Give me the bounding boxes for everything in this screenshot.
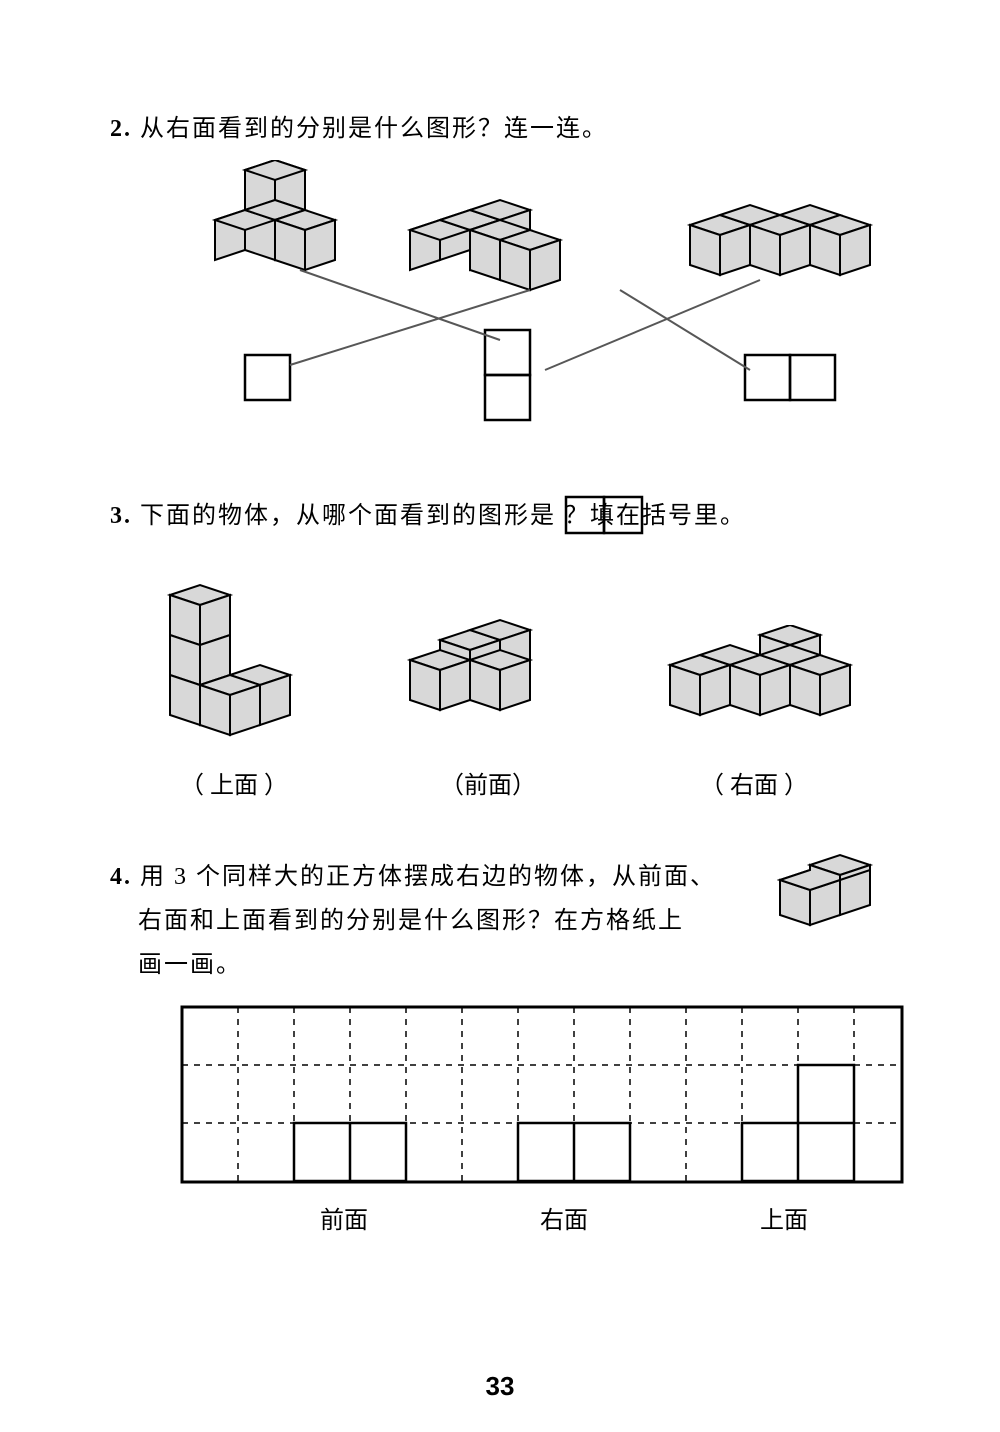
q2-connection-lines [0, 0, 1000, 500]
q4-number: 4. [110, 864, 132, 890]
q3-prompt-before: 下面的物体，从哪个面看到的图形是 [140, 503, 556, 529]
q3-answer-a: （ 上面 ） [180, 765, 288, 800]
page-number: 33 [486, 1371, 515, 1402]
q4-text: 4. 用 3 个同样大的正方体摆成右边的物体，从前面、 右面和上面看到的分别是什… [110, 855, 716, 987]
q3-answer-b: （前面） [440, 765, 536, 800]
q3-shape-2 [400, 610, 600, 740]
q4-reference-shape [770, 850, 920, 950]
q4-label-right: 右面 [540, 1200, 588, 1235]
q3-shape-1 [150, 565, 330, 745]
q4-line1: 用 3 个同样大的正方体摆成右边的物体，从前面、 [140, 864, 716, 890]
q4-line3: 画一画。 [138, 952, 242, 978]
q4-label-top: 上面 [760, 1200, 808, 1235]
worksheet-page: 2. 从右面看到的分别是什么图形？连一连。 [0, 0, 1000, 1432]
q4-line2: 右面和上面看到的分别是什么图形？在方格纸上 [138, 908, 684, 934]
q4-grid [180, 1005, 910, 1190]
q3-inline-shape [564, 495, 648, 535]
q3-number: 3. [110, 503, 132, 529]
q3-answer-c: （ 右面 ） [700, 765, 808, 800]
q3-text: 3. 下面的物体，从哪个面看到的图形是 ？填在括号里。 [110, 495, 746, 530]
q3-shape-3 [660, 625, 890, 745]
q4-label-front: 前面 [320, 1200, 368, 1235]
